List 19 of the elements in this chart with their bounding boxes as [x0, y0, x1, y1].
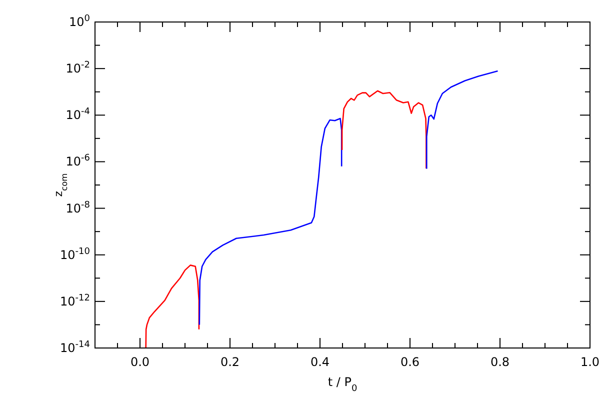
y-tick-label: 10$^{0}$ [68, 14, 90, 29]
y-tick-label: 10$^{-2}$ [66, 60, 90, 76]
x-tick-label: 0.4 [310, 355, 330, 369]
y-tick-label: 10$^{-10}$ [60, 246, 90, 262]
x-tick-label: 1.0 [580, 355, 600, 369]
x-tick-label: 0.6 [400, 355, 420, 369]
y-tick-label: 10$^{-8}$ [66, 200, 90, 216]
line-series [198, 118, 342, 326]
line-series [341, 90, 427, 170]
x-tick-label: 0.2 [220, 355, 240, 369]
line-series [426, 70, 498, 170]
y-tick-label: 10$^{-12}$ [60, 293, 90, 308]
x-tick-label: 0.8 [490, 355, 510, 369]
x-tick-label: 0.0 [130, 355, 150, 369]
y-tick-label: 10$^{-4}$ [66, 107, 90, 122]
line-series [145, 264, 200, 348]
x-axis-title: t / P$_{0}$ [328, 375, 358, 394]
y-tick-label: 10$^{-6}$ [66, 154, 90, 169]
y-tick-label: 10$^{-14}$ [60, 340, 90, 355]
